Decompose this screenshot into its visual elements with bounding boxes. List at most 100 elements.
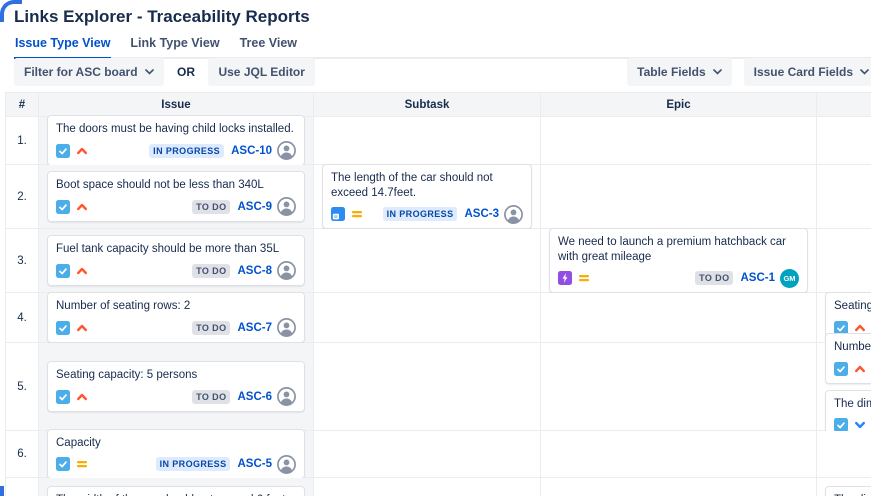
task-icon (56, 320, 70, 335)
status-badge: IN PROGRESS (149, 143, 225, 158)
issue-summary: Boot space should not be less than 340L (56, 179, 264, 192)
status-badge: TO DO (192, 199, 231, 214)
tab-link-type-view[interactable]: Link Type View (130, 36, 220, 50)
priority-high-icon (853, 321, 867, 335)
table-row: 5. Seating capacity: 5 persons TO DO ASC… (6, 332, 871, 441)
issue-summary: Capacity (56, 436, 101, 449)
task-icon (834, 361, 848, 376)
issue-card[interactable]: The width of the car should not exceed 6… (47, 486, 305, 496)
issue-summary: Number of (834, 340, 871, 353)
issue-card-asc-9[interactable]: Boot space should not be less than 340L … (47, 171, 305, 222)
row-number: 3. (6, 229, 39, 293)
assignee-avatar-icon (277, 455, 296, 474)
row-number: 1. (6, 117, 39, 165)
assignee-avatar-icon (277, 318, 296, 338)
table-row: 1. The doors must be having child locks … (6, 115, 871, 166)
issue-summary: Fuel tank capacity should be more than 3… (56, 243, 280, 256)
focus-ring-corner (0, 0, 22, 22)
issue-summary: Number of seating rows: 2 (56, 300, 191, 313)
status-badge: IN PROGRESS (155, 457, 231, 472)
issue-card-fields-label: Issue Card Fields (753, 65, 853, 79)
issue-summary: Seating ca (834, 300, 871, 313)
table-fields-dropdown[interactable]: Table Fields (627, 58, 732, 86)
assignee-avatar-icon (277, 141, 296, 161)
view-tabs: Issue Type View Link Type View Tree View (14, 32, 871, 59)
assignee-avatar-gm: GM (780, 268, 799, 288)
linked-issue-card[interactable]: Number of (825, 332, 871, 384)
filter-board-dropdown[interactable]: Filter for ASC board (14, 58, 164, 86)
issue-summary: The dimen (834, 493, 871, 496)
assignee-avatar-icon (277, 387, 296, 407)
epic-card-asc-1[interactable]: We need to launch a premium hatchback ca… (549, 227, 808, 294)
priority-medium-icon (75, 457, 89, 471)
task-icon (56, 389, 70, 404)
table-row: 2. Boot space should not be less than 34… (6, 163, 871, 230)
priority-medium-icon (350, 207, 364, 221)
task-icon (56, 457, 70, 472)
epic-icon (558, 271, 572, 286)
assignee-avatar-icon (504, 204, 523, 224)
issue-key-link[interactable]: ASC-3 (464, 208, 499, 221)
use-jql-editor-button[interactable]: Use JQL Editor (208, 58, 315, 86)
page-title: Links Explorer - Traceability Reports (14, 7, 310, 26)
linked-issue-card[interactable]: The dimen (825, 486, 871, 496)
subtask-summary: The length of the car should not exceed … (331, 171, 493, 199)
issue-key-link[interactable]: ASC-8 (237, 264, 272, 277)
chevron-down-icon (144, 69, 154, 75)
tab-issue-type-view[interactable]: Issue Type View (14, 32, 112, 59)
table-row: 6. Capacity IN PROGRESS ASC-5 (6, 428, 871, 480)
column-header-issue: Issue (39, 93, 314, 117)
issue-summary: The doors must be having child locks ins… (56, 123, 294, 136)
priority-low-icon (853, 418, 867, 432)
task-icon (834, 320, 848, 335)
status-badge: IN PROGRESS (382, 207, 458, 222)
chevron-down-icon (860, 69, 869, 75)
column-header-num: # (6, 93, 39, 117)
issue-card-asc-6[interactable]: Seating capacity: 5 persons TO DO ASC-6 (47, 361, 305, 412)
issue-key-link[interactable]: ASC-1 (740, 272, 775, 285)
issue-key-link[interactable]: ASC-5 (237, 458, 272, 471)
table-row: 3. Fuel tank capacity should be more tha… (6, 227, 871, 294)
row-number: 2. (6, 165, 39, 229)
table-row: 4. Number of seating rows: 2 TO DO ASC-7 (6, 292, 871, 343)
issue-card-asc-5[interactable]: Capacity IN PROGRESS ASC-5 (47, 428, 305, 480)
row-number (6, 478, 39, 496)
subtask-card-asc-3[interactable]: The length of the car should not exceed … (322, 163, 532, 230)
task-icon (56, 199, 70, 214)
row-number: 5. (6, 343, 39, 431)
issue-key-link[interactable]: ASC-9 (237, 200, 272, 213)
issue-card-asc-10[interactable]: The doors must be having child locks ins… (47, 115, 305, 166)
issue-key-link[interactable]: ASC-7 (237, 321, 272, 334)
row-number: 4. (6, 293, 39, 343)
priority-high-icon (853, 362, 867, 376)
column-header-epic: Epic (541, 93, 817, 117)
status-badge: TO DO (192, 263, 231, 278)
issue-key-link[interactable]: ASC-10 (231, 144, 272, 157)
issue-card-fields-dropdown[interactable]: Issue Card Fields (743, 58, 871, 86)
tab-tree-view[interactable]: Tree View (239, 36, 298, 50)
traceability-table: # Issue Subtask Epic 1. The doors must b… (5, 92, 871, 496)
priority-high-icon (75, 321, 89, 335)
task-icon (834, 418, 848, 433)
issue-card-asc-7[interactable]: Number of seating rows: 2 TO DO ASC-7 (47, 292, 305, 343)
use-jql-editor-label: Use JQL Editor (218, 65, 305, 79)
priority-high-icon (75, 264, 89, 278)
table-header-row: # Issue Subtask Epic (6, 93, 871, 117)
task-icon (56, 143, 70, 158)
priority-high-icon (75, 144, 89, 158)
table-row: The width of the car should not exceed 6… (6, 478, 871, 496)
issue-summary: The dimen (834, 397, 871, 410)
focus-ring-edge (0, 486, 4, 496)
issue-key-link[interactable]: ASC-6 (237, 390, 272, 403)
or-label: OR (177, 64, 196, 79)
row-number: 6. (6, 431, 39, 478)
subtask-icon (331, 207, 345, 222)
issue-summary: The width of the car should not exceed 6… (56, 493, 296, 496)
toolbar: Filter for ASC board OR Use JQL Editor T… (14, 58, 871, 86)
column-header-subtask: Subtask (314, 93, 541, 117)
assignee-avatar-icon (277, 261, 296, 281)
assignee-avatar-icon (277, 197, 296, 217)
issue-card-asc-8[interactable]: Fuel tank capacity should be more than 3… (47, 235, 305, 286)
task-icon (56, 263, 70, 278)
